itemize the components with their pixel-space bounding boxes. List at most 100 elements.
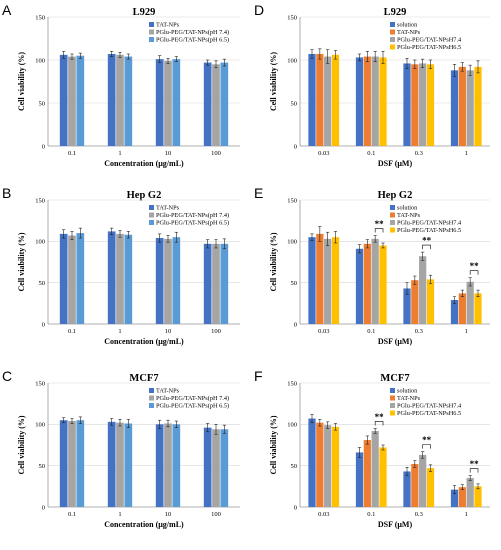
panel-letter: C: [2, 368, 12, 384]
bar: [466, 281, 474, 324]
x-tick-label: 0.1: [367, 511, 375, 518]
legend-swatch: [390, 22, 395, 27]
significance-label: **: [375, 412, 385, 422]
bar: [450, 300, 459, 324]
legend-label: PGlu-PEG/TAT-NPs(pH 6.5): [156, 220, 229, 227]
legend-label: PGlu-PEG/TAT-NPs(pH 6.5): [156, 403, 229, 410]
bar: [411, 64, 419, 146]
y-axis-label: Cell viability (%): [17, 232, 26, 291]
legend-label: TAT-NPs: [397, 395, 421, 402]
legend-label: PGlu-PEG/TAT-NPsH7.4: [397, 220, 462, 227]
legend-label: PGlu-PEG/TAT-NPsH7.4: [397, 403, 462, 410]
legend-swatch: [149, 220, 154, 225]
x-tick-label: 0.3: [415, 150, 423, 157]
y-tick-label: 50: [39, 100, 46, 107]
legend-label: PGlu-PEG/TAT-NPsH7.4: [397, 37, 462, 44]
legend-label: PGlu-PEG/TAT-NPs(pH 7.4): [156, 212, 229, 219]
panel-letter: E: [254, 185, 263, 201]
bar: [474, 66, 482, 146]
y-tick-label: 0: [294, 143, 297, 150]
bar: [403, 471, 411, 507]
y-tick-label: 100: [287, 239, 297, 246]
bar: [316, 422, 324, 507]
bar: [458, 487, 466, 507]
bar: [212, 243, 220, 324]
y-tick-label: 150: [35, 197, 45, 204]
panel-letter: D: [254, 2, 264, 18]
y-tick-label: 100: [35, 57, 45, 64]
x-tick-label: 0.1: [68, 511, 76, 518]
y-tick-label: 100: [287, 422, 297, 429]
chart-title: Hep G2: [378, 190, 413, 201]
bar: [107, 53, 116, 147]
bar: [371, 56, 379, 147]
y-tick-label: 100: [35, 239, 45, 246]
bar: [212, 429, 220, 507]
y-tick-label: 150: [287, 380, 297, 387]
bar: [124, 56, 133, 147]
legend-swatch: [390, 403, 395, 408]
bar: [355, 248, 364, 324]
significance-label: **: [375, 219, 385, 229]
bar: [68, 235, 76, 324]
bar: [419, 454, 427, 507]
legend-label: TAT-NPs: [397, 29, 421, 36]
x-tick-label: 0.1: [367, 328, 375, 335]
bar: [426, 279, 435, 324]
legend-swatch: [390, 212, 395, 218]
x-tick-label: 10: [165, 511, 172, 518]
bar: [316, 233, 324, 324]
bar: [107, 421, 116, 507]
bar: [203, 243, 212, 324]
x-tick-label: 0.03: [318, 511, 329, 518]
bar: [419, 63, 427, 146]
legend-swatch: [390, 220, 395, 225]
bar: [379, 57, 387, 146]
chart-title: L929: [384, 7, 407, 18]
legend-label: PGlu-PEG/TAT-NPs(pH 6.5): [156, 37, 229, 44]
x-tick-label: 10: [165, 328, 172, 335]
bar: [371, 430, 379, 507]
bar: [76, 233, 85, 324]
bar: [316, 53, 324, 147]
bar: [466, 70, 474, 146]
x-tick-label: 1: [465, 150, 468, 157]
legend-label: TAT-NPs: [156, 22, 180, 29]
bar: [324, 238, 332, 324]
x-tick-label: 1: [118, 328, 121, 335]
x-tick-label: 1: [118, 511, 121, 518]
chart-panel-e: E Hep G2 0 50 100 150 Cell viability (%) DSF (μ…: [254, 185, 490, 346]
x-tick-label: 1: [118, 150, 121, 157]
bar: [458, 66, 466, 146]
bar: [308, 237, 316, 324]
bar: [212, 64, 220, 146]
legend-swatch: [149, 29, 154, 35]
y-tick-label: 50: [291, 100, 298, 107]
bar: [426, 64, 435, 146]
bar: [355, 57, 364, 146]
y-tick-label: 50: [291, 280, 298, 287]
y-axis-label: Cell viability (%): [269, 52, 278, 111]
legend-swatch: [149, 403, 154, 408]
bar: [474, 293, 482, 324]
significance-bracket: [469, 270, 479, 275]
legend-swatch: [390, 410, 395, 416]
bar: [203, 62, 212, 146]
y-tick-label: 0: [294, 321, 297, 328]
bar: [76, 420, 85, 507]
significance-label: **: [470, 459, 480, 469]
chart-panel-a: A L929 0 50 100 150 Cell viability (%) Concentr…: [2, 2, 240, 168]
legend-swatch: [390, 395, 395, 401]
legend-swatch: [390, 388, 395, 393]
significance-bracket: [469, 468, 479, 473]
legend-swatch: [390, 205, 395, 210]
y-tick-label: 0: [42, 504, 45, 511]
chart-title: MCF7: [380, 373, 409, 384]
x-axis-label: Concentration (μg/mL): [104, 520, 184, 529]
significance-bracket: [374, 421, 384, 426]
chart-title: MCF7: [129, 373, 158, 384]
bar: [419, 256, 427, 324]
significance-bracket: [422, 244, 431, 250]
panel-letter: B: [2, 185, 11, 201]
x-tick-label: 0.1: [68, 150, 76, 157]
